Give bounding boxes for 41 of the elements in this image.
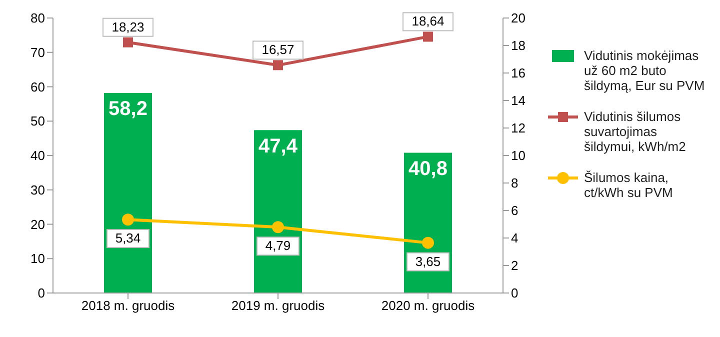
y2-tick-label: 20: [511, 10, 526, 26]
y-tick-label: 70: [30, 44, 45, 60]
y-tick-label: 40: [30, 148, 45, 164]
data-label: 40,8: [408, 158, 448, 180]
point: [423, 32, 433, 42]
point: [123, 37, 133, 48]
data-label: 16,57: [262, 42, 294, 58]
y-tick-label: 80: [30, 10, 45, 26]
x-tick-label: 2019 m. gruodis: [231, 298, 326, 314]
data-label: 5,34: [115, 230, 141, 246]
y-tick-label: 60: [30, 79, 45, 94]
y2-tick-label: 14: [511, 93, 526, 108]
legend-label: Šilumos kaina, ct/kWh su PVM: [584, 170, 674, 200]
data-label: 47,4: [258, 135, 298, 158]
y2-tick-label: 16: [511, 66, 526, 81]
y2-tick-label: 2: [511, 258, 518, 274]
point: [422, 236, 434, 249]
y-tick-label: 0: [38, 286, 45, 301]
y-tick-label: 10: [30, 251, 45, 266]
y2-tick-label: 6: [511, 203, 518, 218]
legend-label: Vidutinis mokėjimas už 60 m2 buto šildymą, Eur su PVM: [584, 48, 706, 93]
y2-tick-label: 10: [511, 148, 526, 164]
y2-tick-label: 12: [511, 120, 526, 136]
y-tick-label: 50: [30, 114, 45, 129]
point: [272, 221, 284, 234]
legend-label: Vidutinis šilumos suvartojimas šildymui, kWh/m2: [584, 109, 687, 154]
y2-tick-label: 8: [511, 176, 518, 191]
x-tick-label: 2018 m. gruodis: [81, 298, 176, 314]
data-label: 3,65: [415, 254, 441, 269]
y-tick-label: 30: [30, 182, 45, 198]
data-label: 18,64: [412, 14, 444, 29]
point: [273, 60, 283, 70]
data-label: 18,23: [112, 19, 144, 34]
y2-tick-label: 4: [511, 230, 518, 246]
point: [122, 214, 134, 226]
x-tick-label: 2020 m. gruodis: [381, 298, 476, 314]
y2-tick-label: 0: [511, 286, 518, 301]
data-label: 58,2: [108, 98, 148, 120]
y-tick-label: 20: [30, 216, 45, 232]
data-label: 4,79: [265, 238, 291, 254]
y2-tick-label: 18: [511, 38, 526, 54]
